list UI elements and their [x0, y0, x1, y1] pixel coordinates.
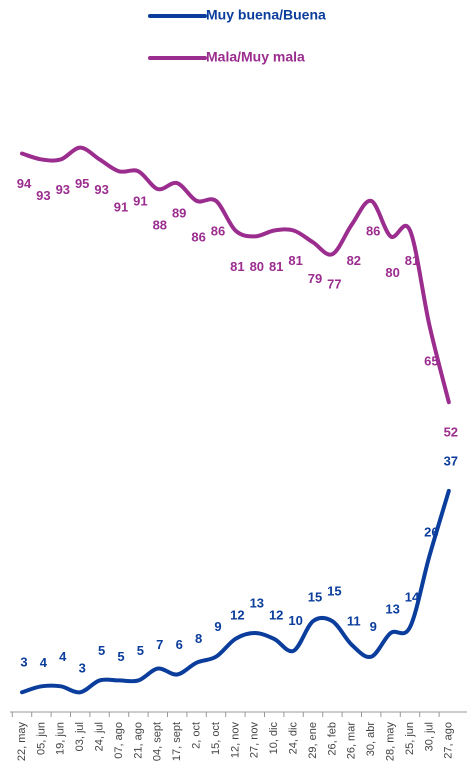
data-label: 82 [347, 253, 361, 268]
data-label: 11 [347, 613, 361, 628]
series-line [20, 145, 451, 405]
x-tick-label: 25, jun [404, 722, 416, 755]
data-label: 91 [133, 194, 147, 209]
x-tick-label: 29, ene [307, 722, 319, 759]
x-tick-label: 21, ago [132, 722, 144, 759]
x-tick-label: 15, oct [210, 722, 222, 755]
legend-label: Mala/Muy mala [206, 49, 305, 65]
data-label: 88 [153, 217, 167, 232]
x-tick-label: 28, may [385, 722, 397, 762]
data-label: 3 [79, 661, 86, 676]
data-label: 13 [385, 601, 399, 616]
data-label: 15 [308, 590, 322, 605]
data-label: 37 [444, 453, 458, 468]
x-tick-label: 10, dic [268, 722, 280, 755]
data-label: 86 [366, 223, 380, 238]
data-label: 80 [385, 265, 399, 280]
data-label: 93 [56, 182, 70, 197]
x-tick-label: 12, nov [229, 722, 241, 759]
data-label: 52 [444, 425, 458, 440]
x-tick-label: 27, nov [249, 722, 261, 759]
data-label: 91 [114, 200, 128, 215]
data-label: 10 [288, 613, 302, 628]
x-tick-label: 17, sept [171, 722, 183, 761]
x-tick-label: 2, oct [191, 722, 203, 749]
data-label: 5 [117, 649, 124, 664]
x-tick-label: 30, abr [365, 722, 377, 757]
data-label: 9 [370, 619, 377, 634]
data-label: 93 [36, 188, 50, 203]
data-label: 86 [191, 229, 205, 244]
data-label: 86 [211, 223, 225, 238]
data-label: 93 [94, 182, 108, 197]
data-label: 81 [230, 259, 244, 274]
x-tick-label: 07, ago [113, 722, 125, 759]
data-label: 9 [214, 619, 221, 634]
x-tick-label: 22, may [16, 722, 28, 762]
x-tick-label: 27, ago [443, 722, 455, 759]
data-label: 5 [137, 643, 144, 658]
x-tick-label: 26, feb [326, 722, 338, 756]
data-label: 12 [230, 607, 244, 622]
data-label: 89 [172, 206, 186, 221]
data-label: 6 [176, 637, 183, 652]
x-tick-label: 03, jul [74, 722, 86, 751]
data-label: 12 [269, 607, 283, 622]
x-tick-label: 26, mar [346, 722, 358, 760]
data-label: 95 [75, 176, 89, 191]
data-label: 3 [20, 655, 27, 670]
data-label: 79 [308, 271, 322, 286]
data-label: 8 [195, 631, 202, 646]
data-label: 5 [98, 643, 105, 658]
data-label: 80 [250, 259, 264, 274]
x-tick-label: 19, jun [55, 722, 67, 755]
x-tick-label: 24, jul [94, 722, 106, 751]
data-label: 13 [250, 595, 264, 610]
data-label: 81 [269, 259, 283, 274]
data-label: 94 [17, 176, 32, 191]
data-label: 15 [327, 584, 341, 599]
data-label: 81 [288, 253, 302, 268]
data-label: 4 [40, 655, 48, 670]
data-label: 7 [156, 637, 163, 652]
data-label: 65 [424, 354, 438, 369]
x-tick-label: 24, dic [288, 722, 300, 755]
x-tick-label: 30, jul [423, 722, 435, 751]
legend-label: Muy buena/Buena [206, 7, 326, 23]
x-tick-label: 04, sept [152, 722, 164, 761]
data-label: 77 [327, 277, 341, 292]
x-tick-label: 05, jun [35, 722, 47, 755]
series-line [20, 488, 451, 695]
data-label: 14 [405, 590, 420, 605]
data-label: 26 [424, 525, 438, 540]
data-label: 81 [405, 253, 419, 268]
data-label: 4 [59, 649, 67, 664]
